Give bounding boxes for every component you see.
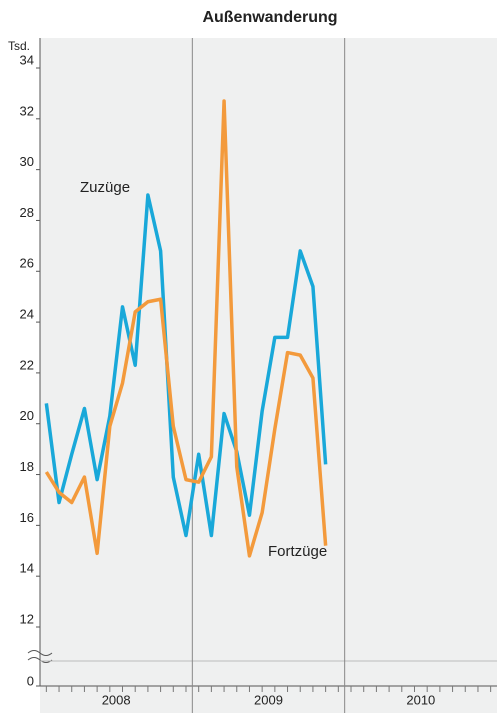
- x-year-label: 2010: [406, 692, 435, 707]
- series-label: Zuzüge: [80, 179, 130, 196]
- series-line: [44, 99, 328, 558]
- x-year-label: 2008: [102, 692, 131, 707]
- y-tick-label: 16: [20, 510, 34, 525]
- y-tick-label: 24: [20, 307, 34, 322]
- y-tick-label: 22: [20, 357, 34, 372]
- y-tick-label: 0: [27, 673, 34, 688]
- y-tick-label: 12: [20, 611, 34, 626]
- y-tick-label: 32: [20, 103, 34, 118]
- y-tick-label: 34: [20, 52, 34, 67]
- axis-break: [27, 650, 53, 663]
- y-tick-label: 26: [20, 256, 34, 271]
- y-tick-label: 18: [20, 459, 34, 474]
- series-label: Fortzüge: [268, 543, 327, 560]
- y-tick-label: 30: [20, 154, 34, 169]
- y-axis-label: Tsd.: [8, 39, 30, 53]
- y-tick-label: 20: [20, 408, 34, 423]
- y-tick-label: 14: [20, 561, 34, 576]
- chart-title: Außenwanderung: [202, 9, 337, 26]
- y-tick-label: 28: [20, 205, 34, 220]
- x-year-label: 2009: [254, 692, 283, 707]
- series-line: [44, 193, 328, 538]
